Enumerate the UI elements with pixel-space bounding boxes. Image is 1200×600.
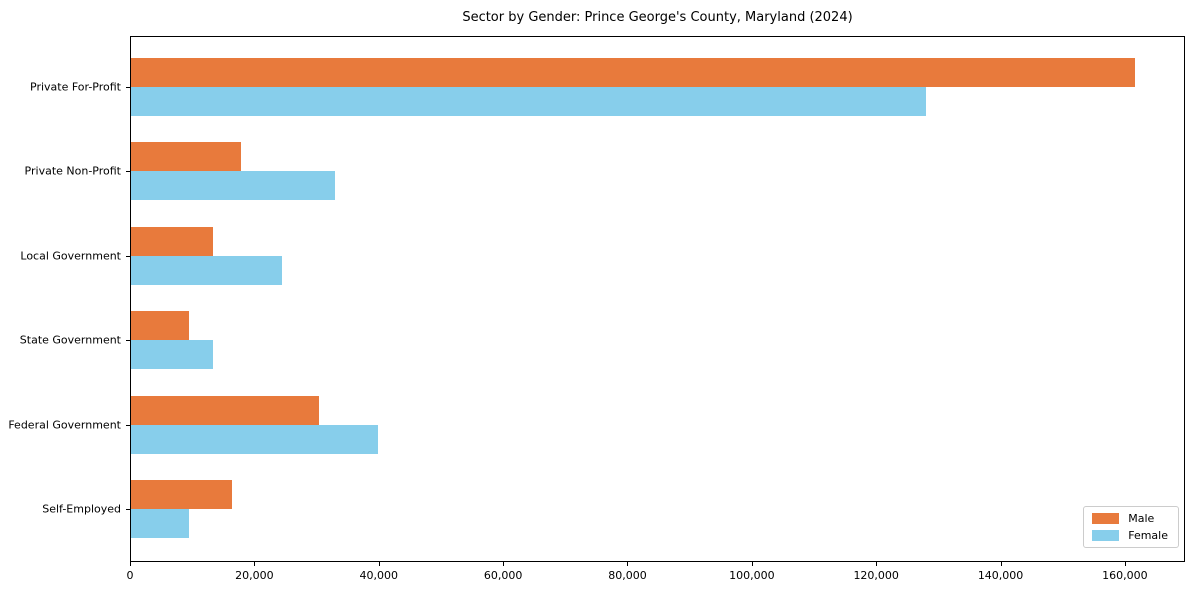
bar-female-local-government [131, 256, 282, 285]
x-tick-label-40-000: 40,000 [359, 569, 398, 582]
x-tick-label-0: 0 [126, 569, 134, 582]
x-tick-mark [1000, 562, 1002, 566]
x-tick-label-20-000: 20,000 [235, 569, 274, 582]
bar-male-federal-government [131, 396, 320, 425]
x-tick-label-140-000: 140,000 [977, 569, 1024, 582]
x-tick-mark [378, 562, 380, 566]
legend-label-male: Male [1128, 512, 1155, 525]
x-tick-label-160-000: 160,000 [1102, 569, 1148, 582]
x-tick-label-60-000: 60,000 [483, 569, 523, 582]
y-tick-mark [126, 87, 130, 88]
legend-swatch-male [1092, 513, 1120, 524]
legend-item-male: Male [1092, 513, 1168, 524]
y-tick-label-local-government: Local Government [20, 249, 121, 263]
bar-male-state-government [131, 311, 189, 340]
legend-label-female: Female [1128, 529, 1168, 542]
y-tick-mark [126, 425, 130, 426]
y-tick-label-private-non-profit: Private Non-Profit [24, 164, 121, 178]
y-axis: Private For-Profit Private Non-Profit Loca… [0, 36, 130, 562]
bar-male-local-government [131, 227, 213, 256]
x-tick-mark [876, 562, 878, 566]
x-tick-mark [1124, 562, 1126, 566]
legend: Male Female [1083, 506, 1179, 548]
x-tick-mark [751, 562, 753, 566]
bar-female-self-employed [131, 509, 189, 538]
x-tick-mark [130, 562, 131, 566]
y-tick-label-private-for-profit: Private For-Profit [30, 80, 121, 94]
x-tick-mark [254, 562, 256, 566]
bar-male-private-non-profit [131, 142, 241, 171]
y-tick-mark [126, 340, 130, 341]
x-tick-label-120-000: 120,000 [853, 569, 899, 582]
y-tick-mark [126, 509, 130, 510]
x-tick-label-100-000: 100,000 [729, 569, 775, 582]
legend-swatch-female [1092, 530, 1120, 541]
y-tick-label-federal-government: Federal Government [8, 418, 121, 432]
bar-female-private-for-profit [131, 87, 927, 116]
bar-male-self-employed [131, 480, 233, 509]
plot-area: Male Female [130, 36, 1185, 562]
x-tick-label-80-000: 80,000 [608, 569, 647, 582]
y-tick-mark [126, 256, 130, 257]
y-tick-label-self-employed: Self-Employed [42, 502, 121, 516]
bar-female-state-government [131, 340, 213, 369]
chart-title: Sector by Gender: Prince George's County… [462, 10, 853, 25]
x-axis: 0 20,000 40,000 60,000 80,000 100,000 120,000 1… [126, 562, 1185, 596]
bar-female-private-non-profit [131, 171, 335, 200]
x-tick-mark [503, 562, 505, 566]
y-tick-mark [126, 171, 130, 172]
y-tick-label-state-government: State Government [19, 333, 121, 347]
legend-item-female: Female [1092, 530, 1168, 541]
bar-female-federal-government [131, 425, 379, 454]
x-tick-mark [627, 562, 629, 566]
bar-male-private-for-profit [131, 58, 1136, 87]
